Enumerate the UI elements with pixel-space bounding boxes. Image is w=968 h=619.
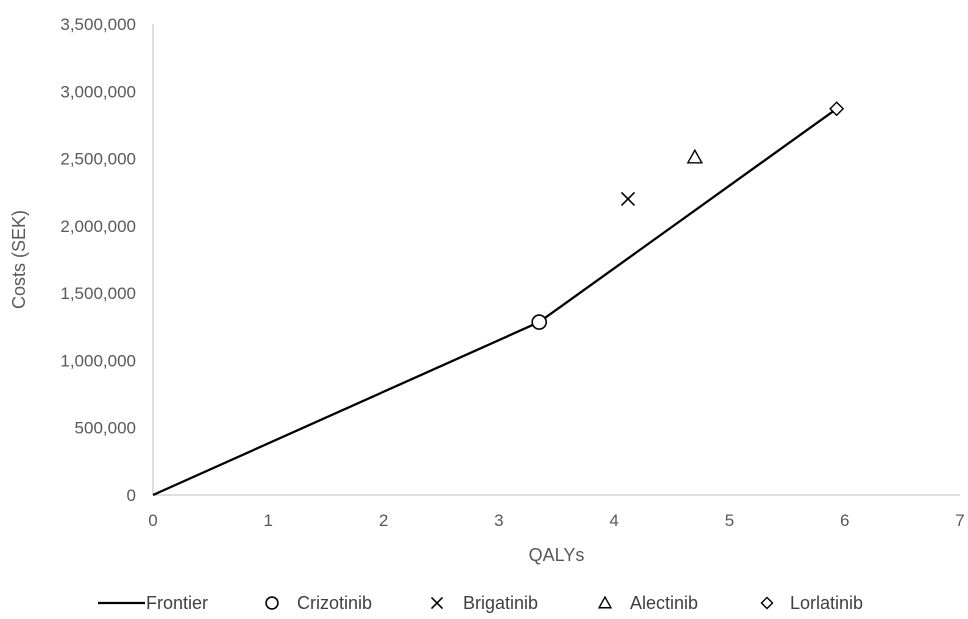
legend-label-alectinib: Alectinib (630, 593, 698, 613)
frontier-line (152, 107, 838, 497)
y-tick-label: 0 (127, 486, 136, 505)
x-tick-label: 5 (725, 511, 734, 530)
legend-brigatinib-marker (430, 596, 444, 610)
x-tick-label: 4 (609, 511, 618, 530)
alectinib-point (686, 148, 704, 164)
legend-label-crizotinib: Crizotinib (297, 593, 372, 613)
plot-marks (152, 101, 845, 497)
y-tick-label: 2,500,000 (60, 150, 136, 169)
legend-label-brigatinib: Brigatinib (463, 593, 538, 613)
x-tick-label: 2 (379, 511, 388, 530)
y-tick-label: 1,500,000 (60, 284, 136, 303)
y-tick-label: 500,000 (75, 419, 136, 438)
x-tick-label: 0 (148, 511, 157, 530)
y-tick-label: 3,500,000 (60, 15, 136, 34)
lorlatinib-point (829, 101, 845, 117)
legend: Frontier Crizotinib Brigatinib Alectinib Lor… (98, 593, 863, 613)
legend-crizotinib-marker (265, 596, 279, 610)
x-tick-label: 1 (264, 511, 273, 530)
x-axis-title: QALYs (529, 545, 585, 565)
y-tick-label: 3,000,000 (60, 82, 136, 101)
x-axis-ticks: 0 1 2 3 4 5 6 7 (148, 511, 964, 530)
y-tick-label: 2,000,000 (60, 217, 136, 236)
x-tick-label: 7 (955, 511, 964, 530)
y-axis-ticks: 0 500,000 1,000,000 1,500,000 2,000,000 2,500… (60, 15, 136, 505)
y-tick-label: 1,000,000 (60, 351, 136, 370)
crizotinib-point (531, 314, 548, 330)
x-tick-label: 3 (494, 511, 503, 530)
legend-lorlatinib-marker (760, 596, 774, 610)
x-tick-label: 6 (840, 511, 849, 530)
legend-alectinib-marker (597, 595, 613, 609)
legend-label-frontier: Frontier (146, 593, 208, 613)
brigatinib-point (620, 191, 636, 207)
legend-label-lorlatinib: Lorlatinib (790, 593, 863, 613)
y-axis-title: Costs (SEK) (9, 210, 29, 309)
